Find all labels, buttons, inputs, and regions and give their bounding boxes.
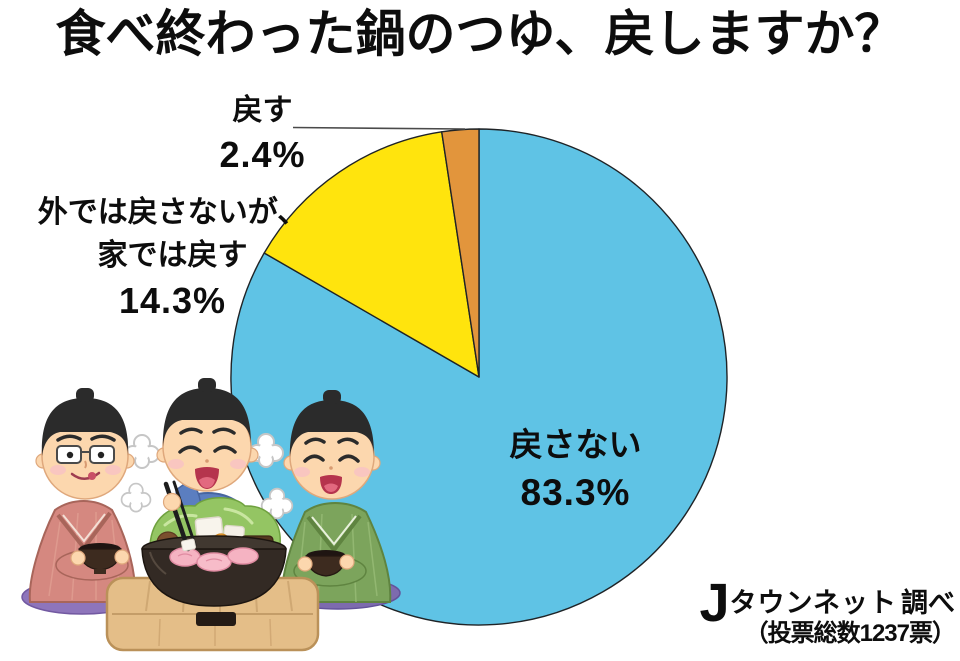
- closed-eye: [178, 445, 202, 454]
- slice-label-modosu-name: 戻す: [232, 94, 293, 127]
- slice-label-modosu-pct: 2.4%: [219, 134, 306, 175]
- slice-label-soto-pct: 14.3%: [118, 280, 227, 321]
- jtown-brand-text: タウンネット: [729, 588, 897, 618]
- slice-label-soto-line1: 外では戻さないが、: [37, 196, 308, 229]
- pie: [230, 128, 728, 626]
- closed-eye: [303, 454, 325, 463]
- hair: [289, 400, 375, 457]
- slice-label-soto-line2: 家では戻す: [97, 239, 248, 272]
- pie-slice-soto-ie: [263, 131, 480, 378]
- topknot: [198, 378, 216, 392]
- slice-label-modosanai-pct: 83.3%: [520, 472, 631, 513]
- chart-title: 食べ終わった鍋のつゆ、戻しますか？: [55, 6, 905, 62]
- slice-label-soto-ie: 外では戻さないが、 家では戻す 14.3%: [15, 192, 330, 324]
- topknot: [323, 390, 341, 404]
- chopsticks-icon: [162, 480, 197, 552]
- hair: [162, 388, 252, 447]
- slice-label-modosanai: 戻さない 83.3%: [463, 422, 688, 518]
- source-credit: Jタウンネット 調べ （投票総数1237票）: [699, 573, 956, 648]
- illustration-nabe-diners: [21, 378, 401, 652]
- total-votes-text: （投票総数1237票）: [744, 620, 956, 647]
- jtown-logo-mark: J: [699, 573, 730, 633]
- survey-suffix-text: 調べ: [901, 588, 955, 618]
- slice-label-modosu: 戻す 2.4%: [185, 90, 340, 178]
- source-credit-brand-line: Jタウンネット 調べ: [699, 573, 955, 633]
- topknot: [76, 388, 94, 402]
- hair: [41, 398, 129, 456]
- slice-label-modosanai-name: 戻さない: [509, 426, 642, 463]
- label-leader-line: [292, 126, 466, 130]
- hand: [162, 492, 182, 512]
